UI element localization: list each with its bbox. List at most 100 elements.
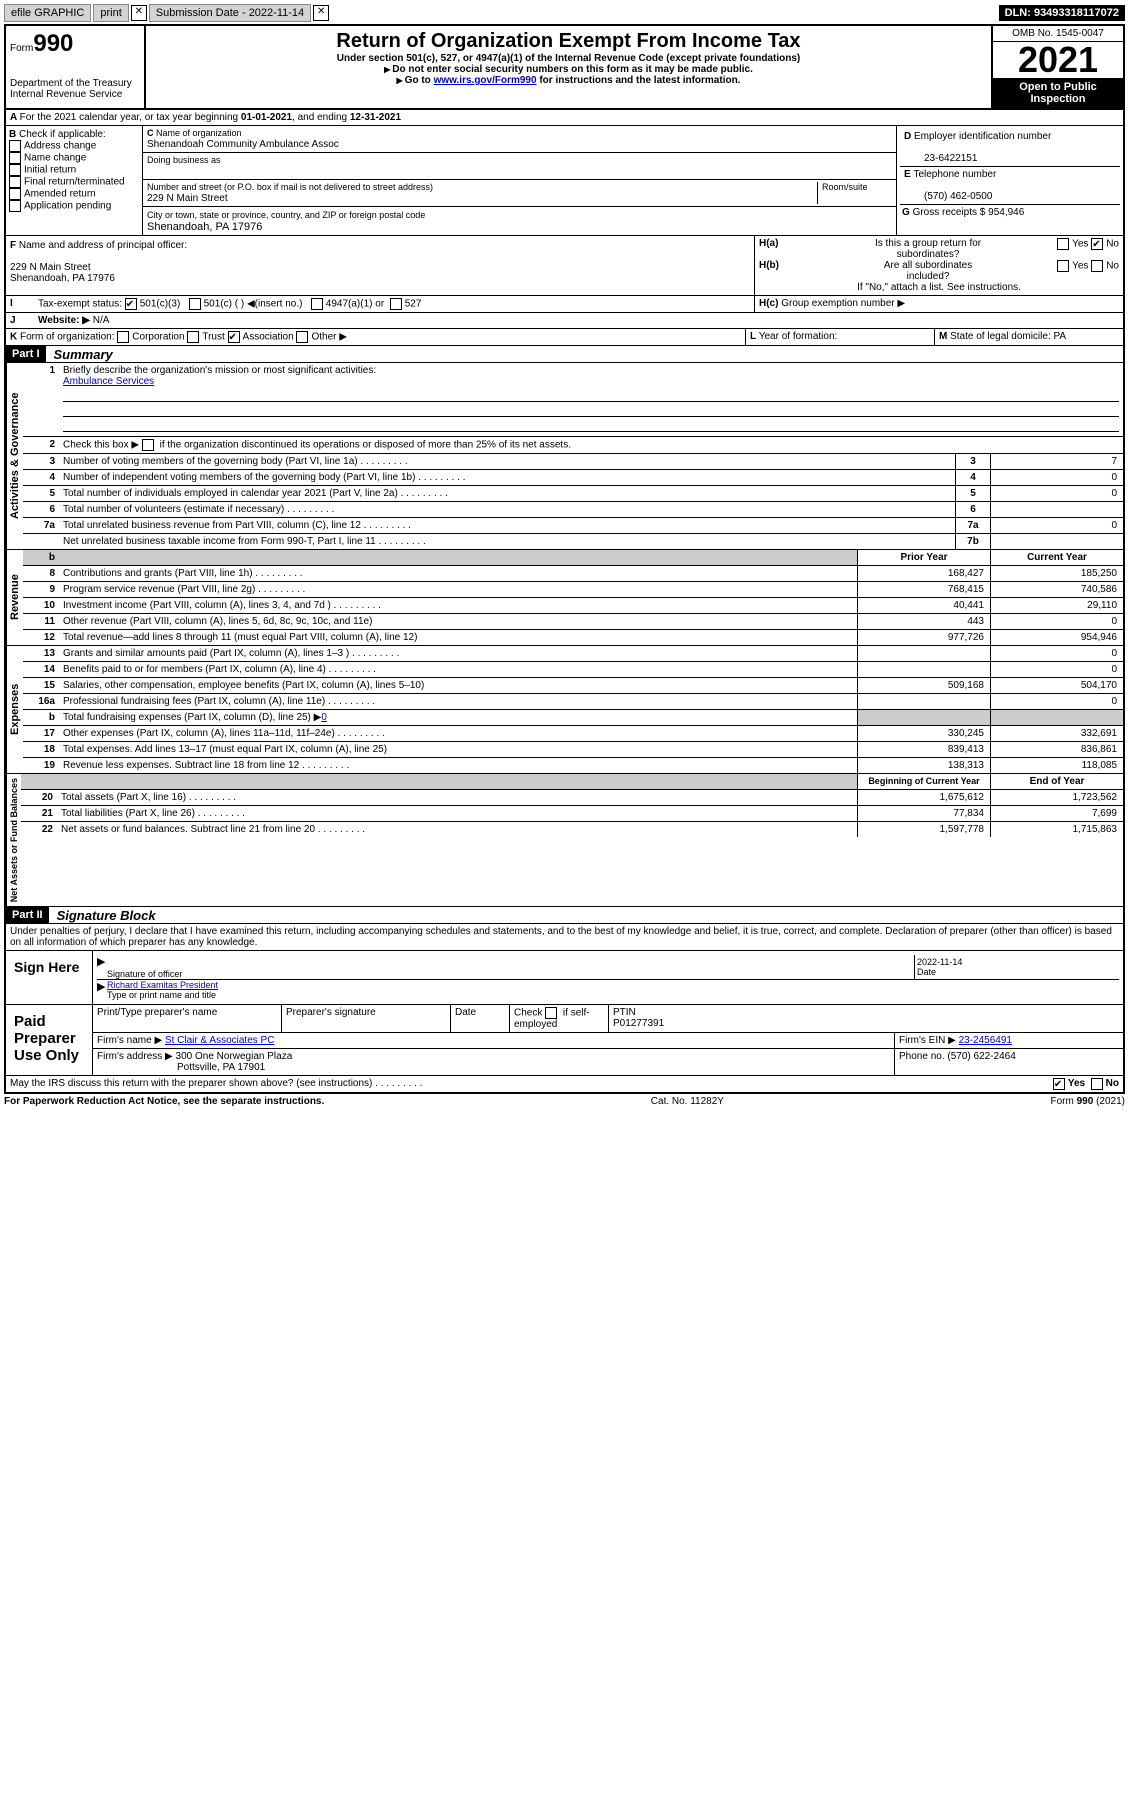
part1-title: Summary bbox=[46, 347, 113, 362]
l16b-link[interactable]: 0 bbox=[321, 712, 327, 723]
close-icon[interactable]: ✕ bbox=[131, 5, 147, 21]
form-number: 990 bbox=[33, 30, 73, 57]
phone-value: (570) 462-0500 bbox=[924, 191, 992, 202]
l18-curr: 836,861 bbox=[990, 742, 1123, 757]
print-btn[interactable]: print bbox=[93, 4, 128, 22]
form-word: Form bbox=[10, 43, 33, 54]
section-b: B Check if applicable: Address change Na… bbox=[6, 126, 143, 235]
declaration-text: Under penalties of perjury, I declare th… bbox=[6, 924, 1123, 951]
header-right: OMB No. 1545-0047 2021 Open to PublicIns… bbox=[991, 26, 1123, 108]
discontinued-checkbox[interactable] bbox=[142, 439, 154, 451]
line3-val: 7 bbox=[990, 454, 1123, 469]
tab-netassets: Net Assets or Fund Balances bbox=[6, 774, 21, 906]
street-address: 229 N Main Street bbox=[147, 193, 228, 204]
name-change-checkbox[interactable] bbox=[9, 152, 21, 164]
4947-checkbox[interactable] bbox=[311, 298, 323, 310]
gross-receipts: 954,946 bbox=[988, 207, 1024, 218]
goto-text: Go to bbox=[405, 75, 434, 86]
dln-label: DLN: 93493318117072 bbox=[999, 5, 1125, 21]
l10-prior: 40,441 bbox=[857, 598, 990, 613]
goto-text-2: for instructions and the latest informat… bbox=[537, 75, 741, 86]
city-state-zip: Shenandoah, PA 17976 bbox=[147, 221, 262, 233]
other-checkbox[interactable] bbox=[296, 331, 308, 343]
firm-ein-link[interactable]: 23-2456491 bbox=[959, 1035, 1012, 1046]
l16a-curr: 0 bbox=[990, 694, 1123, 709]
l19-curr: 118,085 bbox=[990, 758, 1123, 773]
corp-checkbox[interactable] bbox=[117, 331, 129, 343]
part1-header: Part I bbox=[6, 346, 46, 362]
website-value: N/A bbox=[93, 315, 110, 326]
footer: For Paperwork Reduction Act Notice, see … bbox=[4, 1094, 1125, 1109]
form-container: Form990 Department of the Treasury Inter… bbox=[4, 24, 1125, 1094]
amended-return-checkbox[interactable] bbox=[9, 188, 21, 200]
l11-prior: 443 bbox=[857, 614, 990, 629]
l18-prior: 839,413 bbox=[857, 742, 990, 757]
ein-value: 23-6422151 bbox=[924, 153, 977, 164]
address-change-checkbox[interactable] bbox=[9, 140, 21, 152]
tax-year: 2021 bbox=[993, 42, 1123, 78]
paid-preparer-label: Paid Preparer Use Only bbox=[6, 1005, 93, 1075]
hb-yes-checkbox[interactable] bbox=[1057, 260, 1069, 272]
501c3-checkbox[interactable] bbox=[125, 298, 137, 310]
firm-name-link[interactable]: St Clair & Associates PC bbox=[165, 1035, 274, 1046]
l12-prior: 977,726 bbox=[857, 630, 990, 645]
close-icon-2[interactable]: ✕ bbox=[313, 5, 329, 21]
section-c: C Name of organizationShenandoah Communi… bbox=[143, 126, 896, 235]
l19-prior: 138,313 bbox=[857, 758, 990, 773]
app-pending-checkbox[interactable] bbox=[9, 200, 21, 212]
l15-curr: 504,170 bbox=[990, 678, 1123, 693]
header-center: Return of Organization Exempt From Incom… bbox=[146, 26, 991, 108]
final-return-checkbox[interactable] bbox=[9, 176, 21, 188]
ha-no-checkbox[interactable] bbox=[1091, 238, 1103, 250]
org-name: Shenandoah Community Ambulance Assoc bbox=[147, 139, 339, 150]
may-no-checkbox[interactable] bbox=[1091, 1078, 1103, 1090]
l11-curr: 0 bbox=[990, 614, 1123, 629]
ha-yes-checkbox[interactable] bbox=[1057, 238, 1069, 250]
mission-link[interactable]: Ambulance Services bbox=[63, 376, 154, 387]
tab-governance: Activities & Governance bbox=[6, 363, 23, 549]
section-a: A For the 2021 calendar year, or tax yea… bbox=[6, 110, 1123, 126]
efile-btn[interactable]: efile GRAPHIC bbox=[4, 4, 91, 22]
irs-label: Internal Revenue Service bbox=[10, 89, 140, 100]
l22-curr: 1,715,863 bbox=[990, 822, 1123, 837]
arrow-icon bbox=[397, 75, 405, 86]
l13-prior bbox=[857, 646, 990, 661]
assoc-checkbox[interactable] bbox=[228, 331, 240, 343]
officer-name-link[interactable]: Richard Examitas President bbox=[107, 980, 218, 990]
hb-no-checkbox[interactable] bbox=[1091, 260, 1103, 272]
footer-left: For Paperwork Reduction Act Notice, see … bbox=[4, 1096, 324, 1107]
submission-btn[interactable]: Submission Date - 2022-11-14 bbox=[149, 4, 311, 22]
open-public-badge: Open to PublicInspection bbox=[993, 78, 1123, 108]
l12-curr: 954,946 bbox=[990, 630, 1123, 645]
line7a-val: 0 bbox=[990, 518, 1123, 533]
section-h: H(a)Is this a group return forsubordinat… bbox=[754, 236, 1123, 295]
line6-val bbox=[990, 502, 1123, 517]
part2-title: Signature Block bbox=[49, 908, 156, 923]
line7b-val bbox=[990, 534, 1123, 549]
527-checkbox[interactable] bbox=[390, 298, 402, 310]
501c-checkbox[interactable] bbox=[189, 298, 201, 310]
self-emp-checkbox[interactable] bbox=[545, 1007, 557, 1019]
l20-prior: 1,675,612 bbox=[857, 790, 990, 805]
l9-curr: 740,586 bbox=[990, 582, 1123, 597]
form-id-box: Form990 Department of the Treasury Inter… bbox=[6, 26, 146, 108]
subtitle-1: Under section 501(c), 527, or 4947(a)(1)… bbox=[150, 53, 987, 64]
may-yes-checkbox[interactable] bbox=[1053, 1078, 1065, 1090]
firm-phone: (570) 622-2464 bbox=[947, 1051, 1015, 1062]
line5-val: 0 bbox=[990, 486, 1123, 501]
signature-area: ▶ Signature of officer 2022-11-14Date ▶ … bbox=[93, 951, 1123, 1004]
l10-curr: 29,110 bbox=[990, 598, 1123, 613]
subtitle-2: Do not enter social security numbers on … bbox=[150, 64, 987, 75]
irs-link[interactable]: www.irs.gov/Form990 bbox=[434, 75, 537, 86]
dba-label: Doing business as bbox=[147, 155, 221, 165]
l13-curr: 0 bbox=[990, 646, 1123, 661]
l17-curr: 332,691 bbox=[990, 726, 1123, 741]
l9-prior: 768,415 bbox=[857, 582, 990, 597]
trust-checkbox[interactable] bbox=[187, 331, 199, 343]
initial-return-checkbox[interactable] bbox=[9, 164, 21, 176]
part2-header: Part II bbox=[6, 907, 49, 923]
l16a-prior bbox=[857, 694, 990, 709]
domicile-state: PA bbox=[1054, 331, 1067, 342]
tab-expenses: Expenses bbox=[6, 646, 23, 773]
topbar: efile GRAPHIC print ✕ Submission Date - … bbox=[4, 4, 1125, 22]
